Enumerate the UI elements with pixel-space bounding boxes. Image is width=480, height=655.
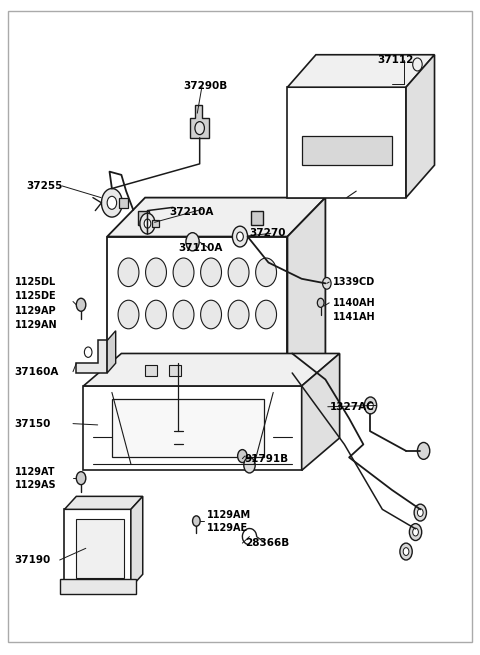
Polygon shape — [406, 55, 434, 198]
Polygon shape — [107, 331, 116, 373]
Text: 1125DE: 1125DE — [14, 291, 56, 301]
Circle shape — [263, 381, 274, 397]
Circle shape — [403, 548, 409, 555]
Circle shape — [228, 258, 249, 287]
Text: 91791B: 91791B — [245, 454, 289, 464]
Circle shape — [413, 528, 419, 536]
Text: 37210A: 37210A — [169, 207, 213, 217]
Polygon shape — [64, 510, 131, 588]
Circle shape — [76, 298, 86, 311]
Bar — [169, 365, 180, 376]
Circle shape — [418, 442, 430, 459]
Text: 1129AM: 1129AM — [207, 510, 251, 519]
Text: 28366B: 28366B — [245, 538, 289, 548]
Circle shape — [368, 402, 373, 409]
Text: 1129AN: 1129AN — [14, 320, 57, 330]
Bar — [112, 399, 264, 457]
Text: 37112: 37112 — [378, 55, 414, 65]
Circle shape — [317, 298, 324, 307]
Text: 37110A: 37110A — [179, 243, 223, 253]
Text: 1141AH: 1141AH — [333, 312, 375, 322]
Text: 37255: 37255 — [26, 181, 63, 191]
Bar — [152, 219, 159, 227]
Text: 37190: 37190 — [14, 555, 51, 565]
Circle shape — [418, 509, 423, 517]
Polygon shape — [107, 198, 325, 236]
Circle shape — [118, 258, 139, 287]
Text: 1129AS: 1129AS — [14, 479, 56, 490]
Circle shape — [195, 122, 204, 135]
Polygon shape — [107, 236, 288, 405]
Circle shape — [201, 300, 221, 329]
Polygon shape — [84, 354, 340, 386]
Polygon shape — [60, 580, 136, 594]
Text: 37270: 37270 — [250, 229, 286, 238]
Circle shape — [145, 300, 167, 329]
Circle shape — [145, 258, 167, 287]
Polygon shape — [84, 386, 301, 470]
Text: 1327AC: 1327AC — [330, 402, 375, 412]
Circle shape — [256, 258, 276, 287]
Circle shape — [414, 504, 426, 521]
Text: 1339CD: 1339CD — [333, 277, 375, 287]
Text: 37160A: 37160A — [14, 367, 59, 377]
Circle shape — [173, 300, 194, 329]
Polygon shape — [131, 496, 143, 588]
Circle shape — [144, 219, 151, 228]
Circle shape — [364, 397, 377, 414]
Circle shape — [192, 516, 200, 526]
Circle shape — [186, 233, 199, 251]
Polygon shape — [190, 105, 209, 138]
Circle shape — [256, 300, 276, 329]
Bar — [252, 211, 263, 225]
Bar — [145, 365, 157, 376]
Circle shape — [238, 449, 247, 462]
Circle shape — [232, 226, 248, 247]
Bar — [301, 136, 392, 165]
Circle shape — [228, 300, 249, 329]
Circle shape — [237, 232, 243, 241]
Text: 1129AE: 1129AE — [207, 523, 248, 533]
Circle shape — [244, 457, 255, 473]
Text: 1129AT: 1129AT — [14, 466, 55, 477]
Text: 1125DL: 1125DL — [14, 277, 56, 287]
Polygon shape — [76, 341, 107, 373]
Circle shape — [76, 472, 86, 485]
Text: 37290B: 37290B — [183, 81, 228, 91]
Circle shape — [400, 543, 412, 560]
Bar — [137, 211, 149, 225]
Polygon shape — [301, 354, 340, 470]
Circle shape — [201, 258, 221, 287]
Circle shape — [118, 300, 139, 329]
Polygon shape — [288, 87, 406, 198]
Text: 37150: 37150 — [14, 419, 51, 428]
Circle shape — [140, 213, 155, 234]
Polygon shape — [288, 55, 434, 87]
Circle shape — [409, 523, 422, 540]
Polygon shape — [64, 496, 143, 510]
Bar — [119, 198, 128, 208]
Text: 1129AP: 1129AP — [14, 306, 56, 316]
Circle shape — [173, 258, 194, 287]
Polygon shape — [288, 198, 325, 405]
Circle shape — [101, 189, 122, 217]
Text: 1140AH: 1140AH — [333, 298, 375, 308]
Polygon shape — [76, 519, 124, 578]
Circle shape — [323, 278, 331, 290]
Circle shape — [107, 196, 117, 210]
